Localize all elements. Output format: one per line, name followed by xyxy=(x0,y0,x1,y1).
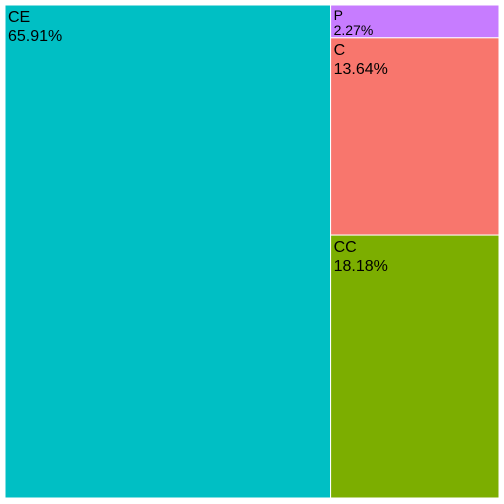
tile-rect-c xyxy=(330,37,500,236)
tile-value-c: 13.64% xyxy=(334,61,388,78)
tile-p: P2.27% xyxy=(330,4,500,39)
treemap-tiles: CE 65.91% P2.27% C 13.64% CC 18.18% xyxy=(4,4,500,499)
tile-name-c: C xyxy=(334,42,346,59)
tile-ce: CE 65.91% xyxy=(4,4,332,499)
tile-rect-p xyxy=(330,4,500,39)
tile-cc: CC 18.18% xyxy=(330,234,500,499)
tile-name-ce: CE xyxy=(8,9,30,26)
tile-c: C 13.64% xyxy=(330,37,500,236)
tile-value-ce: 65.91% xyxy=(8,28,62,45)
tile-value-cc: 18.18% xyxy=(334,258,388,275)
tile-value-p: 2.27% xyxy=(334,22,374,38)
tile-name-p: P xyxy=(334,7,343,23)
tile-name-cc: CC xyxy=(334,239,357,256)
tile-rect-ce xyxy=(4,4,332,499)
tile-rect-cc xyxy=(330,234,500,499)
